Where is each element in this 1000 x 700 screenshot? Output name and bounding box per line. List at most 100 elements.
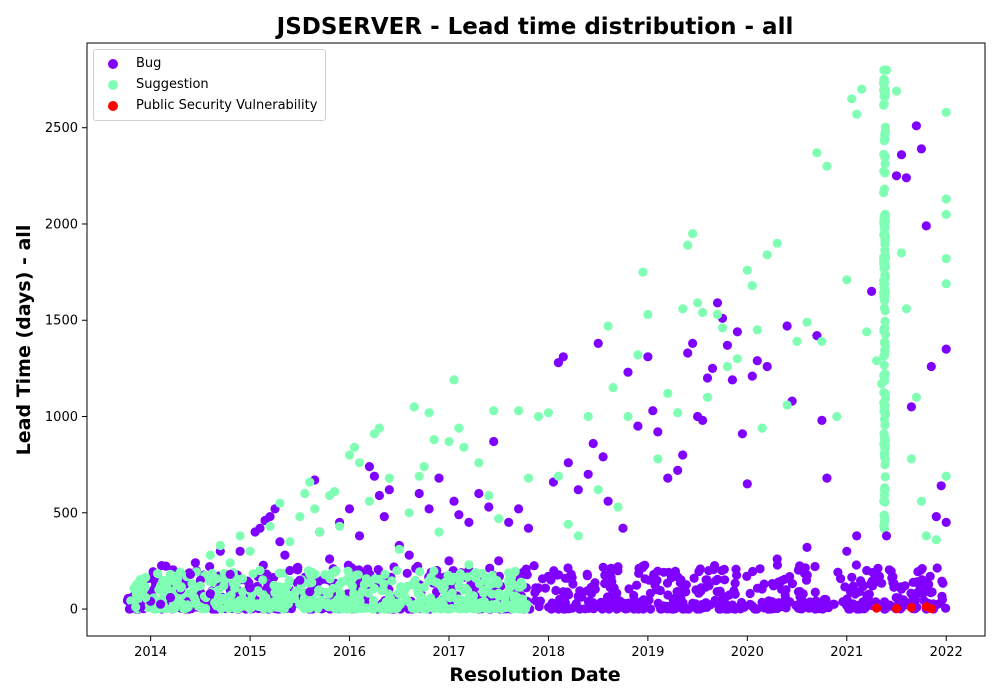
legend-item-bug: Bug xyxy=(102,53,317,74)
suggestion-point xyxy=(563,519,573,529)
suggestion-point xyxy=(437,580,447,590)
bug-point xyxy=(623,603,633,613)
suggestion-point xyxy=(235,531,245,541)
bug-point xyxy=(732,327,743,337)
bug-point xyxy=(702,373,713,383)
bug-point xyxy=(782,321,792,331)
bug-point xyxy=(566,569,576,579)
suggestion-point xyxy=(880,347,890,357)
bug-point xyxy=(165,592,176,603)
bug-point xyxy=(573,485,583,495)
bug-point xyxy=(540,583,551,593)
bug-point xyxy=(543,571,554,581)
bug-point xyxy=(730,589,740,599)
suggestion-point xyxy=(573,531,583,541)
suggestion-point xyxy=(832,411,842,422)
bug-point xyxy=(747,371,757,381)
bug-point xyxy=(937,576,947,586)
suggestion-point xyxy=(880,401,890,411)
suggestion-point xyxy=(880,159,890,169)
suggestion-point xyxy=(822,161,832,171)
suggestion-point xyxy=(852,109,862,119)
bug-point xyxy=(369,471,379,481)
plot-area xyxy=(86,42,986,637)
suggestion-point xyxy=(613,502,623,512)
suggestion-point xyxy=(411,604,421,614)
bug-point xyxy=(899,595,909,605)
suggestion-point xyxy=(812,148,822,158)
suggestion-point xyxy=(491,599,502,609)
suggestion-point xyxy=(678,304,688,314)
bug-point xyxy=(833,567,843,577)
suggestion-point xyxy=(879,184,890,194)
bug-point xyxy=(701,601,711,611)
suggestion-point xyxy=(207,568,217,579)
y-tick-label: 2000 xyxy=(45,217,78,232)
suggestion-point xyxy=(663,388,673,398)
suggestion-point xyxy=(192,599,202,609)
suggestion-point xyxy=(354,603,364,613)
suggestion-point xyxy=(444,436,454,447)
suggestion-point xyxy=(493,578,503,589)
bug-point xyxy=(787,579,798,589)
suggestion-point xyxy=(222,592,232,602)
suggestion-point xyxy=(879,360,889,370)
bug-point xyxy=(926,361,936,372)
bug-point xyxy=(235,546,245,556)
suggestion-point xyxy=(514,406,524,416)
bug-point xyxy=(444,556,454,566)
suggestion-point xyxy=(862,327,872,337)
suggestion-point xyxy=(347,574,357,584)
suggestion-point xyxy=(374,423,384,433)
suggestion-point xyxy=(230,583,240,593)
suggestion-point xyxy=(261,599,271,609)
bug-point xyxy=(523,523,534,533)
suggestion-point xyxy=(504,575,514,585)
bug-point xyxy=(692,604,702,614)
bug-point xyxy=(646,604,656,614)
suggestion-point xyxy=(623,411,633,422)
bug-point xyxy=(474,488,484,499)
suggestion-point xyxy=(305,477,315,487)
suggestion-point xyxy=(880,338,890,348)
bug-point xyxy=(156,599,166,609)
suggestion-point xyxy=(165,569,176,580)
bug-point xyxy=(772,603,782,614)
bug-point xyxy=(776,584,787,595)
suggestion-point xyxy=(880,513,890,523)
suggestion-point xyxy=(879,218,889,228)
bug-point xyxy=(852,531,862,541)
bug-point xyxy=(656,604,666,614)
suggestion-point xyxy=(698,307,708,318)
bug-point xyxy=(745,588,755,599)
suggestion-point xyxy=(361,574,371,584)
bug-point xyxy=(913,567,923,577)
suggestion-point xyxy=(449,375,459,385)
suggestion-point xyxy=(879,275,889,286)
bug-point xyxy=(911,121,922,131)
suggestion-point xyxy=(252,599,262,609)
suggestion-point xyxy=(772,238,782,248)
bug-point xyxy=(424,504,434,514)
bug-point xyxy=(810,561,820,572)
bug-point xyxy=(637,596,648,606)
suggestion-point xyxy=(494,588,504,598)
suggestion-point xyxy=(896,248,907,258)
suggestion-point xyxy=(879,149,889,159)
suggestion-point xyxy=(879,429,889,439)
bug-point xyxy=(664,567,674,577)
x-tick-label: 2020 xyxy=(731,645,764,660)
suggestion-point xyxy=(369,583,379,594)
bug-point xyxy=(785,572,795,582)
suggestion-point xyxy=(358,585,368,595)
bug-point xyxy=(449,496,459,506)
suggestion-point xyxy=(295,511,305,522)
suggestion-point xyxy=(413,589,424,599)
bug-point xyxy=(896,582,907,592)
suggestion-point xyxy=(414,471,424,481)
suggestion-point xyxy=(941,471,951,481)
bug-point xyxy=(265,511,275,522)
suggestion-point xyxy=(446,576,456,586)
suggestion-point xyxy=(424,408,434,418)
suggestion-point xyxy=(847,94,857,104)
